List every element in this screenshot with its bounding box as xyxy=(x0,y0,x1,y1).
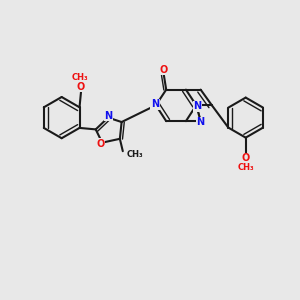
Text: O: O xyxy=(160,64,168,75)
Text: N: N xyxy=(196,117,205,127)
Text: N: N xyxy=(151,99,159,110)
Text: N: N xyxy=(104,111,112,121)
Text: O: O xyxy=(77,82,85,92)
Text: O: O xyxy=(242,153,250,163)
Text: CH₃: CH₃ xyxy=(237,163,254,172)
Text: N: N xyxy=(193,101,201,111)
Text: CH₃: CH₃ xyxy=(72,74,89,82)
Text: O: O xyxy=(96,139,104,148)
Text: CH₃: CH₃ xyxy=(126,150,143,159)
